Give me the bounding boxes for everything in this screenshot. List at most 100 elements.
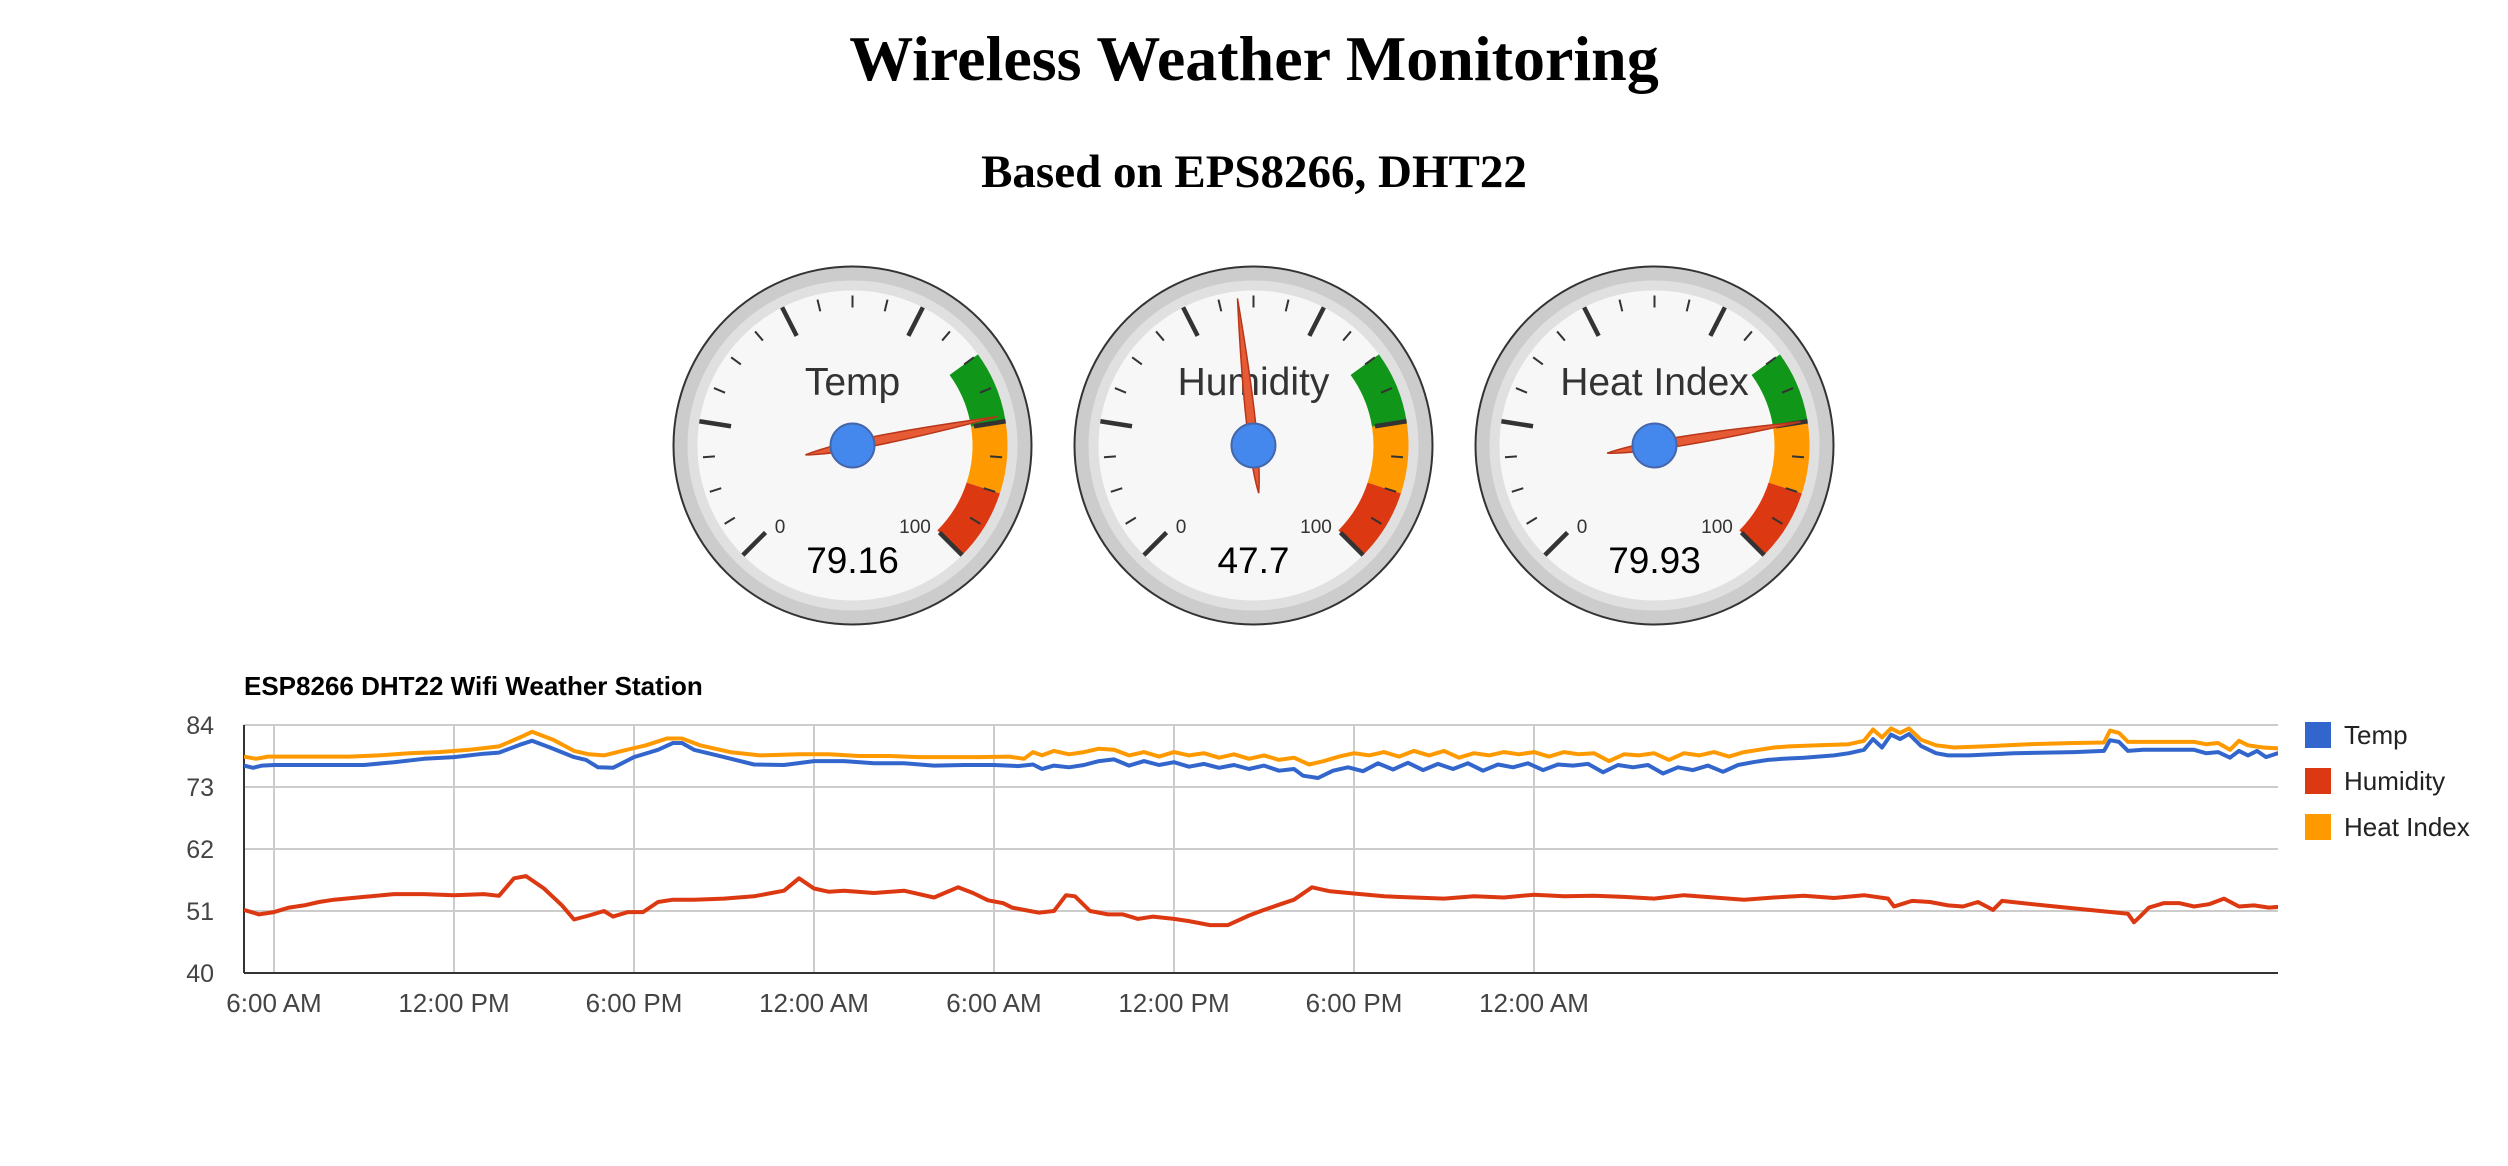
gauge-minor-tick [1515,387,1528,394]
series-line-temp [244,732,2278,780]
gauge-label: Temp [805,361,900,404]
gauge-major-tick [1338,530,1365,557]
page-subtitle: Based on EPS8266, DHT22 [981,146,1527,198]
gauge-minor-tick [1103,455,1117,459]
gauge-minor-tick [1743,330,1753,342]
gauge-minor-tick [1217,299,1223,312]
x-tick-label: 12:00 AM [759,988,869,1018]
x-tick-label: 6:00 PM [1306,988,1403,1018]
gauge-major-tick [1739,530,1766,557]
gauge-band [1367,421,1409,494]
humidity-gauge: 0 100 Humidity 47.7 [1073,265,1434,626]
y-tick-label: 73 [186,774,214,802]
gauge-minor-tick [1380,387,1393,394]
gauge-minor-tick [989,455,1003,459]
chart-title: ESP8266 DHT22 Wifi Weather Station [244,671,703,701]
gauge-major-tick [1307,306,1326,337]
gauge-max-label: 100 [1701,517,1733,538]
x-tick-label: 6:00 PM [586,988,683,1018]
legend-label: Heat Index [2344,812,2470,842]
gauge-minor-tick [702,455,716,459]
gauge-minor-tick [709,487,722,493]
gauge-major-tick [1708,306,1727,337]
gauge-minor-tick [1781,387,1794,394]
gauge-value: 47.7 [1217,540,1289,581]
gauge-max-label: 100 [1300,517,1332,538]
gauge-major-tick [1181,306,1200,337]
gauge-minor-tick [969,516,981,525]
gauge-minor-tick [883,299,889,312]
gauge-major-tick [699,419,732,429]
gauge-major-tick [937,530,964,557]
gauge-minor-tick [1765,356,1777,366]
gauge-hub [829,422,876,469]
gauge-minor-tick [1511,487,1524,493]
gauge-minor-tick [1131,356,1143,366]
gauge-major-tick [906,306,925,337]
gauge-minor-tick [816,299,822,312]
gauge-major-tick [780,306,799,337]
y-tick-label: 62 [186,836,214,864]
gauge-value: 79.16 [806,540,899,581]
x-tick-label: 6:00 AM [946,988,1041,1018]
gauge-major-tick [1100,419,1133,429]
gauge-minor-tick [1532,356,1544,366]
gauge-minor-tick [1685,299,1691,312]
gauge-band [937,482,1000,556]
gauge-major-tick [1582,306,1601,337]
x-tick-label: 12:00 PM [398,988,509,1018]
gauge-major-tick [1501,419,1534,429]
series-line-heat-index [244,726,2278,767]
gauge-minor-tick [1155,330,1165,342]
gauge-major-tick [973,419,1006,429]
gauge-minor-tick [754,330,764,342]
gauge-minor-tick [1618,299,1624,312]
gauge-minor-tick [713,387,726,394]
legend-label: Temp [2344,720,2408,750]
gauge-minor-tick [1110,487,1123,493]
gauge-minor-tick [1504,455,1518,459]
gauge-minor-tick [724,516,736,525]
gauge-minor-tick [1284,299,1290,312]
x-tick-label: 6:00 AM [226,988,321,1018]
gauge-label: Humidity [1178,361,1330,404]
gauge-minor-tick [1390,455,1404,459]
gauge-minor-tick [941,330,951,342]
gauge-minor-tick [730,356,742,366]
legend-swatch [2305,768,2331,794]
gauge-minor-tick [963,356,975,366]
gauge-minor-tick [1342,330,1352,342]
gauge-minor-tick [1384,487,1397,493]
gauge-hub [1230,422,1277,469]
gauge-minor-tick [1364,356,1376,366]
gauge-minor-tick [1771,516,1783,525]
weather-line-chart: ESP8266 DHT22 Wifi Weather Station 84 73 62… [186,671,2470,1018]
gauge-band [1751,354,1808,427]
gauge-hub [1631,422,1678,469]
y-tick-label: 40 [186,960,214,988]
gauge-value: 79.93 [1608,540,1701,581]
gauge-band [949,354,1006,427]
legend-swatch [2305,722,2331,748]
series-line-humidity [244,874,2278,928]
gauge-minor-tick [1370,516,1382,525]
gauge-minor-tick [1125,516,1137,525]
gauge-major-tick [741,530,768,557]
temp-gauge: 0 100 Temp 79.16 [672,265,1033,626]
heat-index-gauge: 0 100 Heat Index 79.93 [1474,265,1835,626]
gauge-max-label: 100 [899,517,931,538]
gauge-band [1338,482,1401,556]
gauge-band [1350,354,1407,427]
gauge-minor-tick [1114,387,1127,394]
gauge-minor-tick [1526,516,1538,525]
gauge-minor-tick [1791,455,1805,459]
gauge-min-label: 0 [1176,517,1187,538]
gauge-minor-tick [983,487,996,493]
gauge-major-tick [1374,419,1407,429]
gauge-minor-tick [1785,487,1798,493]
gauge-band [1739,482,1802,556]
gauge-min-label: 0 [1577,517,1588,538]
gauge-major-tick [1142,530,1169,557]
x-tick-label: 12:00 PM [1118,988,1229,1018]
gauge-band [966,421,1008,494]
